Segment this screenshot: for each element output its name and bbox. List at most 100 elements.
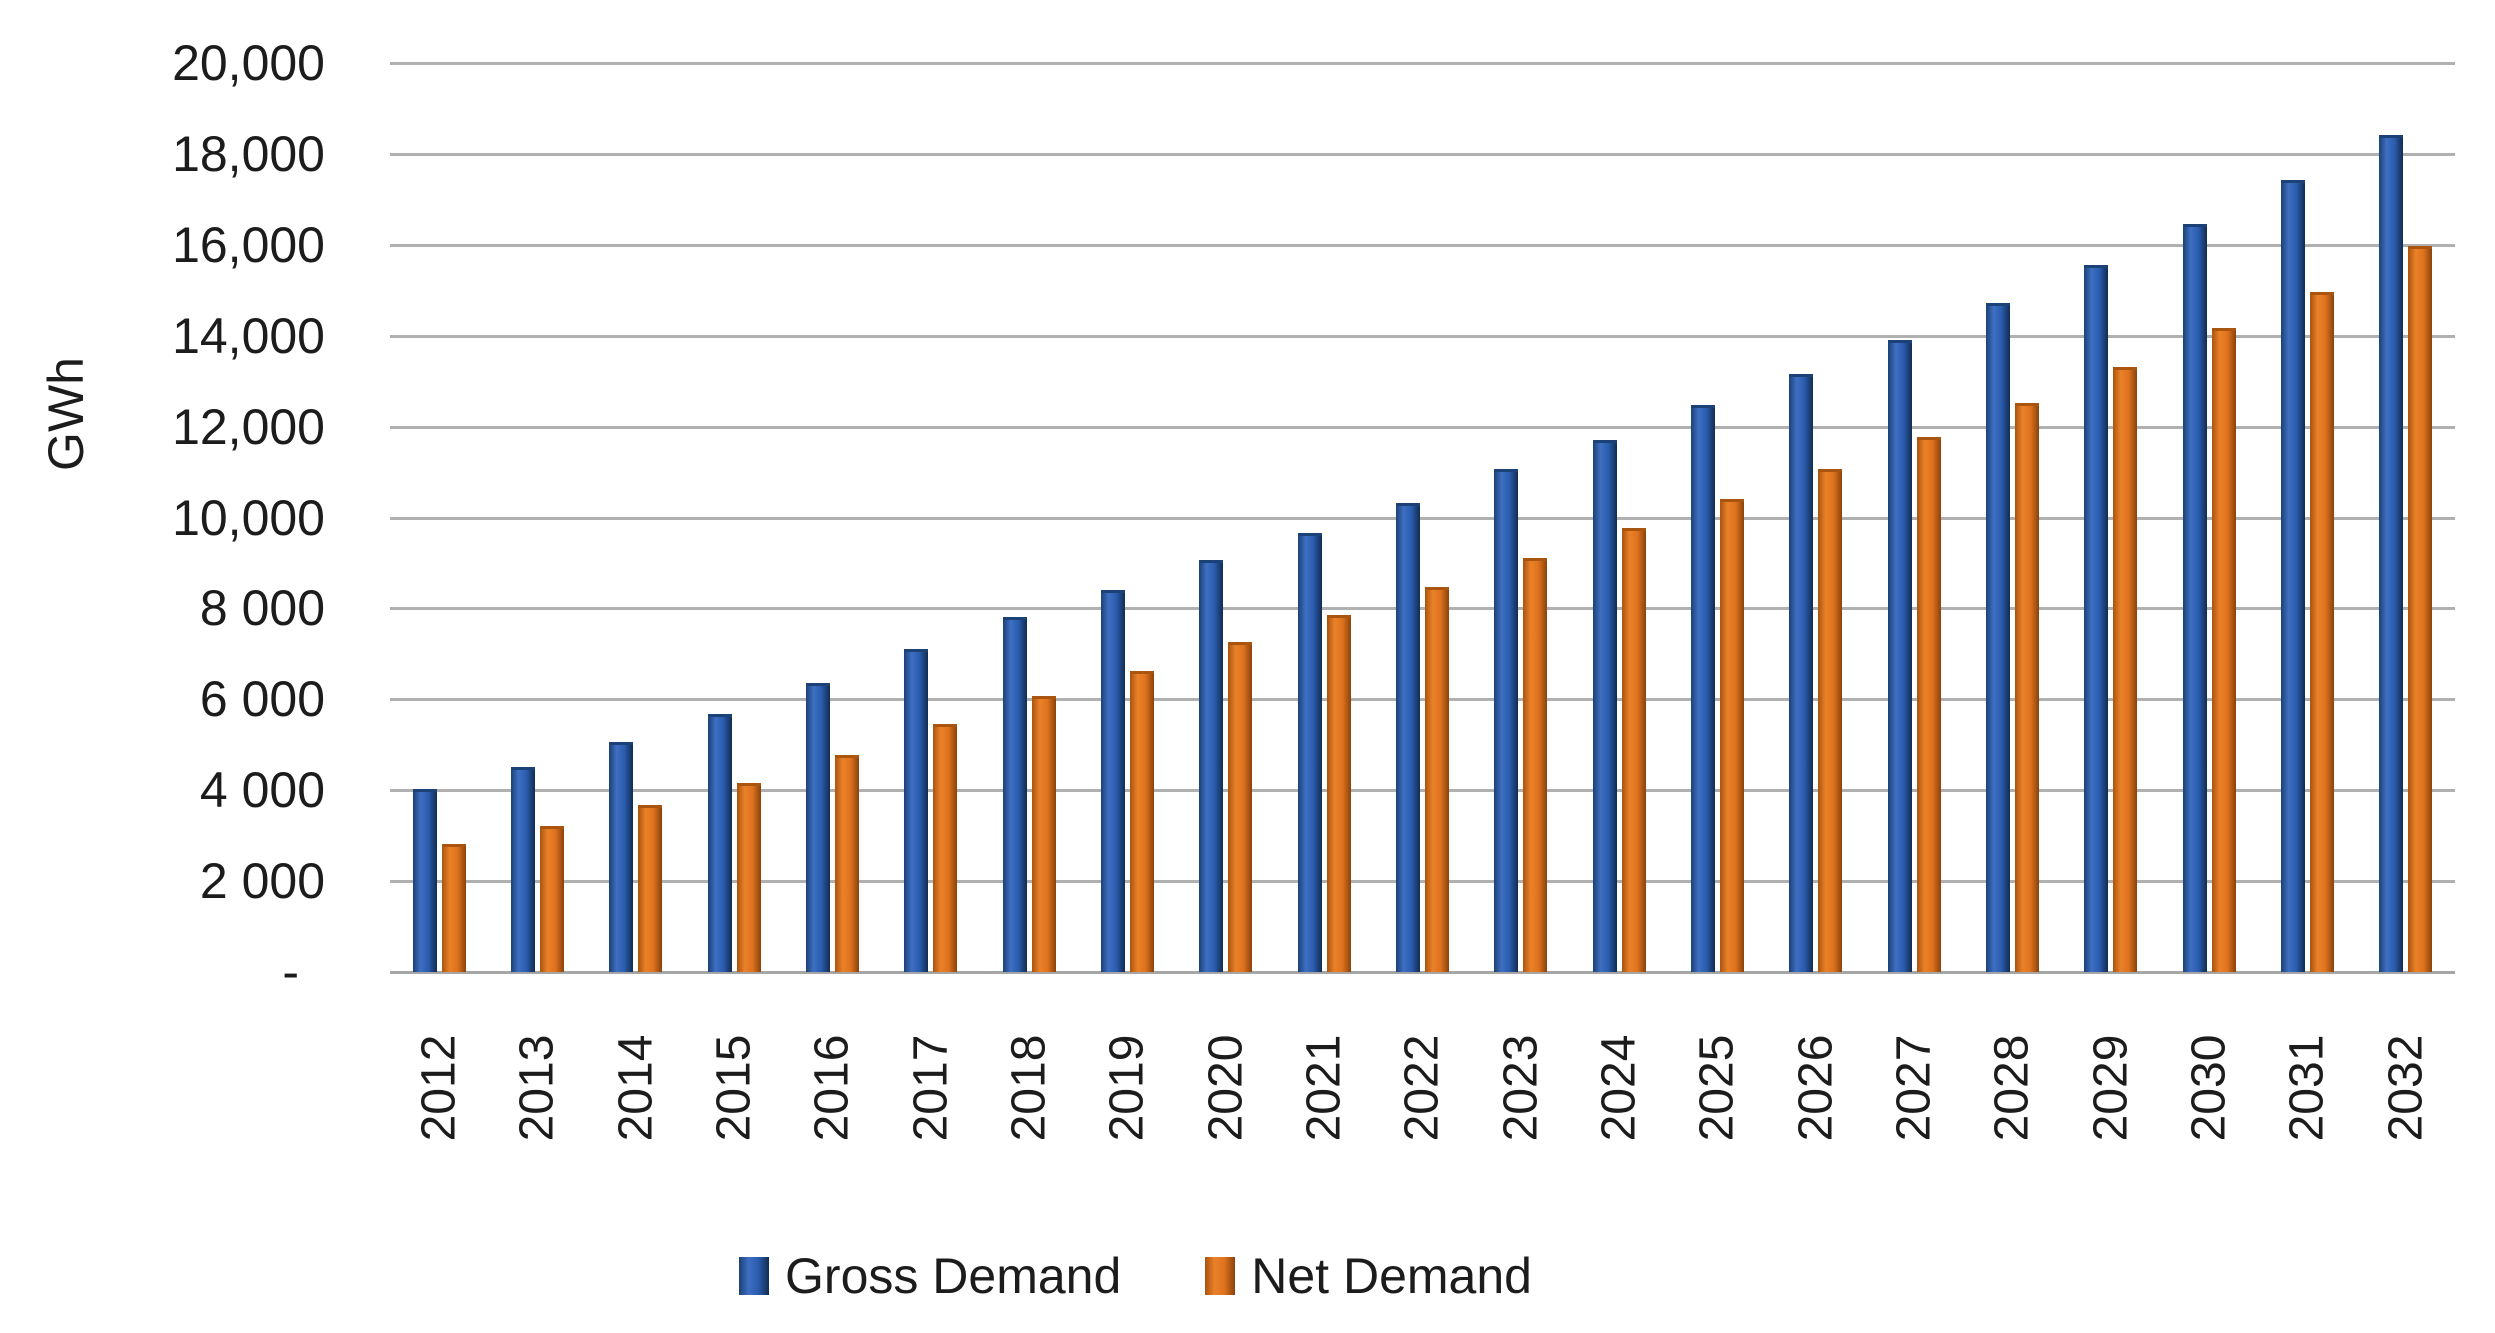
bar-group-2021	[1275, 63, 1373, 972]
bar-net-demand-2014	[638, 805, 663, 972]
bar-group-2024	[1570, 63, 1668, 972]
x-tick-label-2019: 2019	[1100, 1034, 1154, 1141]
bar-group-2018	[980, 63, 1078, 972]
bar-group-2019	[1078, 63, 1176, 972]
x-tick-label-2020: 2020	[1199, 1034, 1253, 1141]
bar-net-demand-2031	[2309, 291, 2334, 972]
y-tick-label: -	[282, 944, 299, 1000]
x-tick-cell: 2015	[685, 985, 783, 1190]
y-tick-label: 6 000	[199, 671, 325, 728]
x-tick-cell: 2021	[1275, 985, 1373, 1190]
y-tick-label: 10,000	[172, 489, 325, 546]
legend-swatch-icon	[1205, 1257, 1236, 1295]
bar-gross-demand-2022	[1395, 503, 1420, 972]
bar-net-demand-2028	[2014, 403, 2039, 972]
bar-group-2014	[587, 63, 685, 972]
y-tick-label: 14,000	[172, 307, 325, 364]
bar-gross-demand-2028	[1985, 303, 2010, 972]
x-tick-cell: 2018	[980, 985, 1078, 1190]
bar-net-demand-2021	[1326, 614, 1351, 972]
bar-group-2030	[2160, 63, 2258, 972]
gridline	[390, 880, 2455, 884]
x-tick-cell: 2014	[587, 985, 685, 1190]
bar-net-demand-2017	[933, 723, 958, 972]
bar-group-2028	[1963, 63, 2061, 972]
bar-group-2026	[1767, 63, 1865, 972]
y-tick-label: 18,000	[172, 125, 325, 182]
x-tick-label-2021: 2021	[1297, 1034, 1351, 1141]
x-tick-label-2012: 2012	[412, 1034, 466, 1141]
x-tick-label-2018: 2018	[1002, 1034, 1056, 1141]
legend-item-net-demand: Net Demand	[1205, 1247, 1532, 1305]
x-tick-cell: 2030	[2160, 985, 2258, 1190]
x-tick-label-2027: 2027	[1887, 1034, 1941, 1141]
y-tick-label: 2 000	[199, 853, 325, 910]
y-tick-label: 4 000	[199, 762, 325, 819]
bar-group-2029	[2062, 63, 2160, 972]
x-tick-cell: 2027	[1865, 985, 1963, 1190]
bar-group-2031	[2258, 63, 2356, 972]
x-tick-label-2026: 2026	[1789, 1034, 1843, 1141]
y-tick-label: 8 000	[199, 580, 325, 637]
bar-net-demand-2025	[1719, 498, 1744, 972]
gridline	[390, 698, 2455, 702]
x-tick-label-2017: 2017	[904, 1034, 958, 1141]
bar-net-demand-2032	[2408, 246, 2433, 972]
x-tick-cell: 2025	[1668, 985, 1766, 1190]
x-axis: 2012 2013 2014 2015 2016 2017 2018 2019 2020 2021…	[390, 985, 2455, 1190]
x-tick-cell: 2013	[488, 985, 586, 1190]
x-tick-label-2031: 2031	[2280, 1034, 2334, 1141]
x-tick-label-2030: 2030	[2182, 1034, 2236, 1141]
gridline	[390, 607, 2455, 611]
bar-net-demand-2022	[1424, 587, 1449, 972]
x-tick-label-2023: 2023	[1494, 1034, 1548, 1141]
bar-net-demand-2018	[1031, 696, 1056, 972]
bar-net-demand-2026	[1818, 469, 1843, 972]
x-tick-label-2032: 2032	[2379, 1034, 2433, 1141]
x-tick-label-2025: 2025	[1690, 1034, 1744, 1141]
bar-net-demand-2015	[736, 782, 761, 972]
bar-gross-demand-2014	[609, 741, 634, 972]
x-tick-cell: 2020	[1177, 985, 1275, 1190]
x-tick-label-2024: 2024	[1592, 1034, 1646, 1141]
x-tick-cell: 2019	[1078, 985, 1176, 1190]
x-tick-cell: 2017	[882, 985, 980, 1190]
gridline	[390, 789, 2455, 793]
bar-gross-demand-2021	[1297, 532, 1322, 972]
bar-group-2020	[1177, 63, 1275, 972]
gridline	[390, 516, 2455, 520]
x-tick-label-2022: 2022	[1395, 1034, 1449, 1141]
bar-group-2032	[2357, 63, 2455, 972]
x-tick-cell: 2028	[1963, 985, 2061, 1190]
x-tick-label-2013: 2013	[510, 1034, 564, 1141]
bar-net-demand-2027	[1916, 437, 1941, 972]
bar-gross-demand-2018	[1002, 616, 1027, 972]
bar-net-demand-2023	[1523, 557, 1548, 972]
bar-group-2013	[488, 63, 586, 972]
legend-item-gross-demand: Gross Demand	[739, 1247, 1121, 1305]
bar-gross-demand-2023	[1494, 469, 1519, 972]
bar-gross-demand-2015	[707, 714, 732, 972]
bar-net-demand-2016	[834, 755, 859, 972]
legend-swatch-icon	[739, 1257, 770, 1295]
bar-gross-demand-2030	[2182, 223, 2207, 972]
bar-net-demand-2019	[1129, 671, 1154, 972]
bar-group-2022	[1373, 63, 1471, 972]
bar-net-demand-2013	[539, 825, 564, 972]
y-tick-label: 16,000	[172, 216, 325, 273]
bar-gross-demand-2020	[1199, 559, 1224, 972]
x-tick-label-2014: 2014	[609, 1034, 663, 1141]
legend-label: Gross Demand	[785, 1248, 1122, 1304]
bar-gross-demand-2031	[2280, 180, 2305, 972]
y-tick-label: 20,000	[172, 35, 325, 91]
x-tick-cell: 2032	[2357, 985, 2455, 1190]
x-tick-cell: 2024	[1570, 985, 1668, 1190]
x-tick-label-2028: 2028	[1985, 1034, 2039, 1141]
x-axis-baseline	[390, 971, 2455, 974]
x-tick-cell: 2016	[783, 985, 881, 1190]
x-tick-cell: 2012	[390, 985, 488, 1190]
bar-group-2027	[1865, 63, 1963, 972]
x-tick-cell: 2026	[1767, 985, 1865, 1190]
bar-gross-demand-2013	[510, 766, 535, 972]
bar-gross-demand-2017	[904, 648, 929, 972]
